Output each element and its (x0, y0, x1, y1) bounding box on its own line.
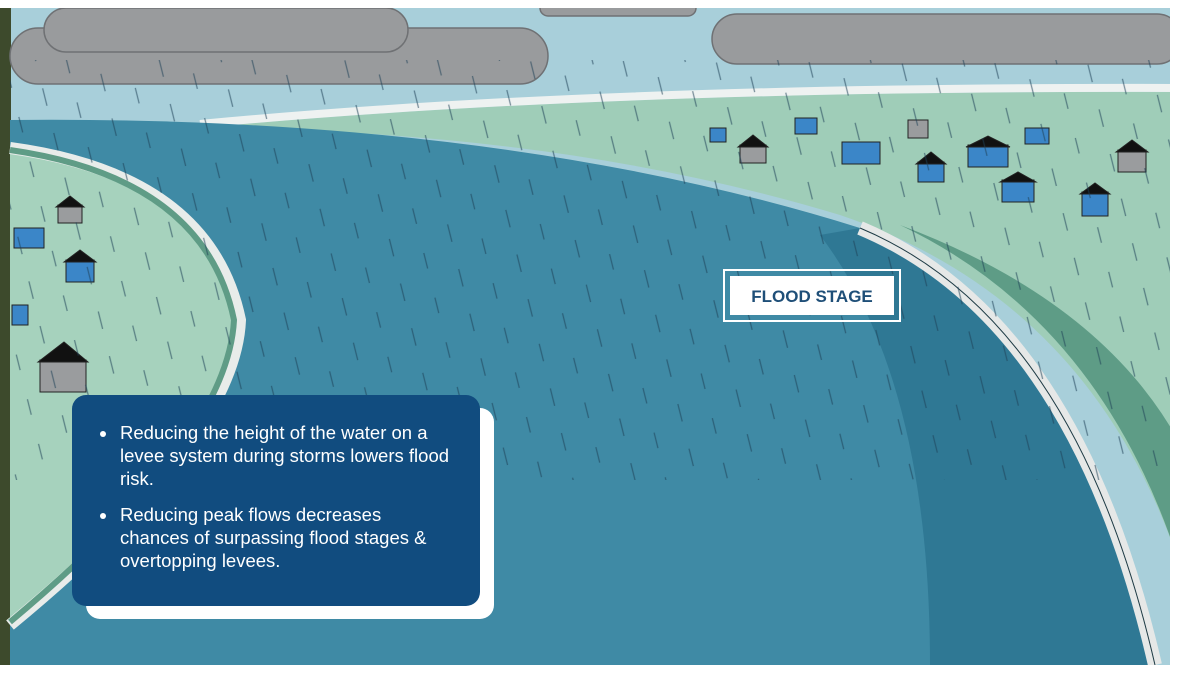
page: {"flood_stage_label": "FLOOD STAGE", "bu… (0, 0, 1178, 679)
edge-strip (0, 0, 11, 679)
flood-stage-label: FLOOD STAGE (751, 287, 873, 306)
bullet: Reducing the height of the water on a le… (118, 421, 450, 490)
bullet: Reducing peak flows decreases chances of… (118, 503, 450, 572)
bullet-list: Reducing the height of the water on a le… (94, 421, 450, 572)
info-box: Reducing the height of the water on a le… (72, 395, 480, 606)
top-border (0, 0, 1178, 8)
right-border (1170, 0, 1178, 679)
bottom-border (0, 665, 1178, 679)
